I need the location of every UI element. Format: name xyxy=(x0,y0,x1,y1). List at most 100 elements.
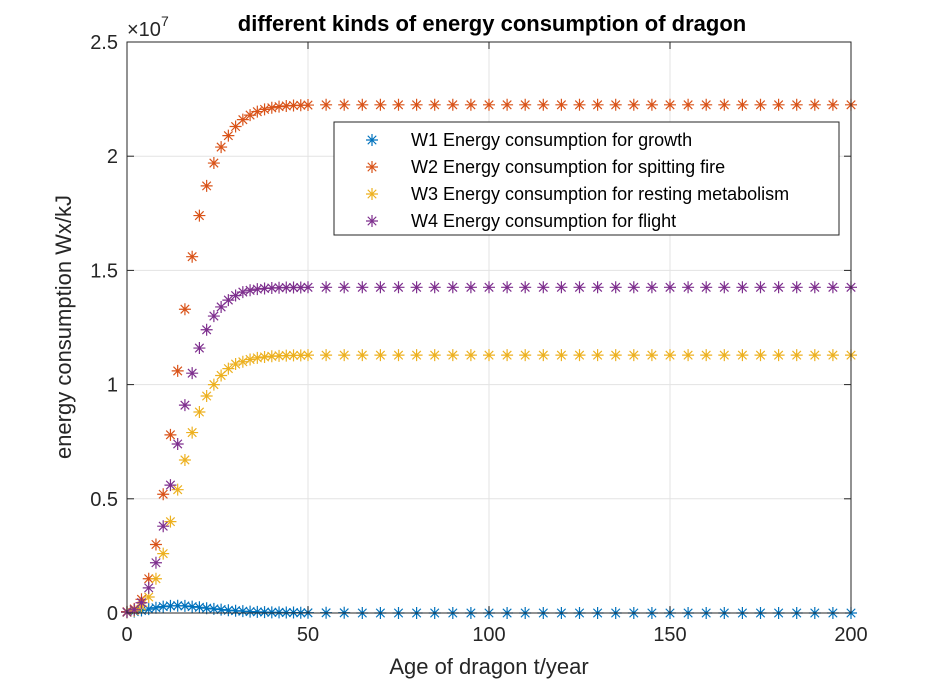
legend-marker-w4 xyxy=(366,215,378,227)
data-point-w3 xyxy=(207,378,220,391)
data-point-w2 xyxy=(236,113,249,126)
y-tick-label: 1 xyxy=(107,375,118,397)
data-point-w2 xyxy=(645,98,658,111)
data-point-w3 xyxy=(754,349,767,362)
data-point-w4 xyxy=(302,281,314,294)
data-point-w2 xyxy=(142,572,155,585)
data-point-w4 xyxy=(591,281,604,294)
data-point-w1 xyxy=(244,605,257,618)
data-point-w3 xyxy=(374,349,387,362)
y-exponent-power: 7 xyxy=(161,13,169,29)
data-point-w3 xyxy=(464,349,477,362)
y-tick-label: 2 xyxy=(107,146,118,168)
data-point-w4 xyxy=(736,281,749,294)
data-point-w1 xyxy=(251,605,264,618)
data-point-w4 xyxy=(236,286,249,299)
data-point-w2 xyxy=(428,98,441,111)
data-point-w2 xyxy=(265,101,278,114)
data-point-w4 xyxy=(826,281,839,294)
data-point-w1 xyxy=(258,606,271,619)
data-point-w1 xyxy=(229,604,242,617)
data-point-w2 xyxy=(537,98,550,111)
data-point-w2 xyxy=(356,98,369,111)
data-point-w4 xyxy=(428,281,441,294)
data-point-w4 xyxy=(280,281,293,294)
data-point-w4 xyxy=(186,367,199,380)
data-point-w3 xyxy=(772,349,785,362)
data-point-w4 xyxy=(410,281,423,294)
data-point-w4 xyxy=(135,596,148,609)
data-point-w4 xyxy=(555,281,568,294)
data-point-w2 xyxy=(178,303,191,316)
data-point-w3 xyxy=(215,369,228,382)
data-point-w1 xyxy=(149,601,162,614)
data-point-w4 xyxy=(446,281,459,294)
data-point-w2 xyxy=(229,120,242,133)
data-point-w4 xyxy=(207,310,220,323)
data-point-w2 xyxy=(149,538,162,551)
data-point-w4 xyxy=(178,399,191,412)
data-point-w2 xyxy=(338,98,351,111)
y-axis-title: energy consumption Wx/kJ xyxy=(51,195,76,459)
data-point-w3 xyxy=(826,349,839,362)
y-tick-label: 1.5 xyxy=(90,260,118,282)
x-tick-label: 200 xyxy=(834,624,867,646)
data-point-w4 xyxy=(682,281,695,294)
data-point-w3 xyxy=(186,426,199,439)
data-point-w2 xyxy=(374,98,387,111)
data-point-w3 xyxy=(164,515,177,528)
data-point-w3 xyxy=(446,349,459,362)
data-point-w4 xyxy=(754,281,767,294)
data-point-w4 xyxy=(193,342,206,355)
data-point-w3 xyxy=(320,349,333,362)
data-point-w4 xyxy=(229,289,242,302)
data-point-w2 xyxy=(446,98,459,111)
x-tick-label: 150 xyxy=(653,624,686,646)
data-point-w2 xyxy=(519,98,532,111)
data-point-w3 xyxy=(280,349,293,362)
data-point-w3 xyxy=(302,349,314,362)
series-w2 xyxy=(121,98,857,618)
data-point-w3 xyxy=(149,572,162,585)
data-point-w4 xyxy=(645,281,658,294)
legend: W1 Energy consumption for growth W2 Ener… xyxy=(333,121,840,236)
x-tick-label: 100 xyxy=(472,624,505,646)
data-point-w4 xyxy=(338,281,351,294)
data-point-w2 xyxy=(754,98,767,111)
data-point-w3 xyxy=(236,355,249,368)
data-point-w3 xyxy=(157,547,170,560)
data-point-w3 xyxy=(142,591,155,604)
legend-box xyxy=(333,121,840,236)
data-point-w4 xyxy=(222,294,235,307)
data-point-w2 xyxy=(410,98,423,111)
data-point-w4 xyxy=(320,281,333,294)
data-point-w1 xyxy=(193,601,206,614)
y-tick-label: 0.5 xyxy=(90,489,118,511)
legend-marker-w2 xyxy=(366,161,378,173)
data-point-w4 xyxy=(258,282,271,295)
data-point-w4 xyxy=(483,281,495,294)
y-exponent-label: ×107 xyxy=(127,13,169,41)
legend-label-w2: W2 Energy consumption for spitting fire xyxy=(411,157,725,177)
data-point-w2 xyxy=(164,428,177,441)
x-axis-title: Age of dragon t/year xyxy=(389,654,588,679)
data-point-w4 xyxy=(609,281,622,294)
data-point-w4 xyxy=(664,281,676,294)
data-point-w2 xyxy=(664,98,676,111)
data-point-w2 xyxy=(609,98,622,111)
data-point-w4 xyxy=(128,603,141,616)
data-point-w1 xyxy=(171,599,184,612)
data-point-w3 xyxy=(483,349,495,362)
data-point-w2 xyxy=(222,129,235,142)
data-point-w4 xyxy=(374,281,387,294)
data-point-w3 xyxy=(294,349,307,362)
data-point-w2 xyxy=(501,98,514,111)
data-point-w2 xyxy=(287,99,300,112)
data-point-w2 xyxy=(244,109,257,122)
data-point-w4 xyxy=(356,281,369,294)
data-point-w2 xyxy=(280,99,293,112)
data-point-w2 xyxy=(627,98,640,111)
data-series xyxy=(121,98,857,619)
data-point-w3 xyxy=(265,350,278,363)
